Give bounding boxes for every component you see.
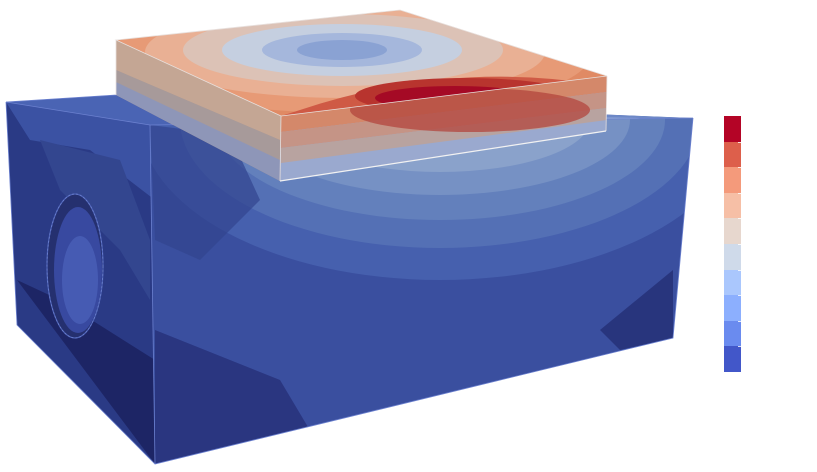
pad-edges bbox=[114, 9, 608, 182]
bore-hole bbox=[46, 193, 104, 339]
color-legend-band bbox=[724, 192, 741, 219]
color-legend-bar bbox=[724, 116, 741, 373]
color-legend-tick bbox=[738, 295, 741, 297]
color-legend-band bbox=[724, 295, 741, 322]
color-legend-tick bbox=[738, 320, 741, 322]
color-legend-band bbox=[724, 269, 741, 296]
color-legend-band bbox=[724, 141, 741, 168]
color-legend-band bbox=[724, 218, 741, 245]
color-legend-band bbox=[724, 167, 741, 194]
color-legend-tick bbox=[738, 141, 741, 143]
color-legend-tick bbox=[738, 218, 741, 220]
color-legend-band bbox=[724, 320, 741, 347]
color-legend-band bbox=[724, 346, 741, 373]
color-legend-tick bbox=[738, 192, 741, 194]
color-legend-tick bbox=[738, 244, 741, 245]
color-legend-tick bbox=[738, 269, 741, 271]
color-legend-tick bbox=[738, 167, 741, 169]
color-legend-band bbox=[724, 244, 741, 271]
color-legend-band bbox=[724, 116, 741, 143]
color-legend-tick bbox=[738, 346, 741, 348]
